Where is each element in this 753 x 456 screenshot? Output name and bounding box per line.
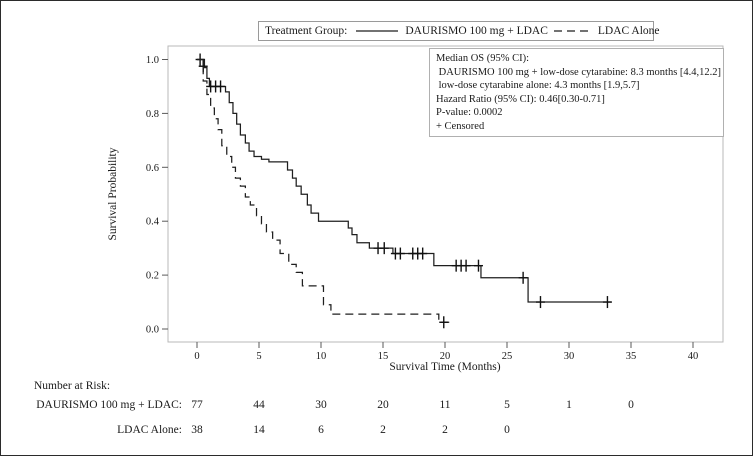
annotation-line: Hazard Ratio (95% CI): 0.46[0.30-0.71] [436, 93, 605, 105]
risk-row-label: LDAC Alone: [117, 424, 182, 436]
x-tick-label: 5 [256, 351, 261, 362]
risk-count: 11 [439, 399, 451, 411]
y-tick-label: 0.0 [146, 325, 159, 336]
x-tick-label: 15 [378, 351, 389, 362]
x-tick-label: 25 [502, 351, 513, 362]
censor-marks-ldac-alone [439, 316, 449, 329]
km-curve-ldac-alone [197, 58, 450, 323]
x-tick-label: 40 [688, 351, 699, 362]
x-tick-label: 20 [440, 351, 451, 362]
x-axis-ticks: 0 5 10 15 20 25 30 35 40 [194, 342, 698, 362]
risk-count: 20 [377, 399, 389, 411]
legend-label-daurismo: DAURISMO 100 mg + LDAC [405, 25, 548, 37]
x-tick-label: 10 [316, 351, 327, 362]
y-axis-title: Survival Probability [107, 147, 119, 241]
risk-count: 38 [191, 424, 203, 436]
x-tick-label: 35 [626, 351, 637, 362]
y-tick-label: 0.8 [146, 109, 159, 120]
risk-count: 5 [504, 399, 510, 411]
y-tick-label: 0.2 [146, 271, 159, 282]
y-tick-label: 0.6 [146, 163, 159, 174]
risk-count: 2 [442, 424, 448, 436]
annotation-line: P-value: 0.0002 [436, 107, 503, 118]
risk-count: 0 [628, 399, 634, 411]
y-axis-ticks: 0.0 0.2 0.4 0.6 0.8 1.0 [146, 55, 168, 336]
legend-title: Treatment Group: [265, 25, 348, 37]
median-os-annotation-box: Median OS (95% CI): DAURISMO 100 mg + lo… [429, 48, 724, 137]
km-curve-daurismo-ldac [197, 58, 612, 303]
annotation-line: Median OS (95% CI): [436, 53, 530, 64]
solid-line-sample-icon [356, 30, 399, 32]
risk-count: 30 [315, 399, 327, 411]
risk-count: 1 [566, 399, 572, 411]
dashed-line-sample-icon [553, 30, 592, 32]
treatment-group-legend: Treatment Group: DAURISMO 100 mg + LDAC … [258, 21, 660, 41]
risk-count: 2 [380, 424, 386, 436]
x-tick-label: 30 [564, 351, 575, 362]
annotation-line: DAURISMO 100 mg + low-dose cytarabine: 8… [436, 66, 722, 78]
risk-count: 0 [504, 424, 510, 436]
legend-label-ldac: LDAC Alone [597, 25, 660, 37]
risk-count: 44 [253, 399, 265, 411]
number-at-risk-title: Number at Risk: [34, 380, 111, 392]
x-axis-title: Survival Time (Months) [389, 361, 501, 373]
risk-count: 6 [318, 424, 324, 436]
y-tick-label: 1.0 [146, 55, 159, 66]
risk-count: 14 [253, 424, 265, 436]
x-tick-label: 0 [194, 351, 199, 362]
annotation-line: low-dose cytarabine alone: 4.3 months [1… [436, 80, 640, 91]
risk-count: 77 [191, 399, 203, 411]
y-tick-label: 0.4 [146, 217, 160, 228]
annotation-line: + Censored [436, 120, 485, 132]
risk-row-label: DAURISMO 100 mg + LDAC: [36, 399, 182, 411]
